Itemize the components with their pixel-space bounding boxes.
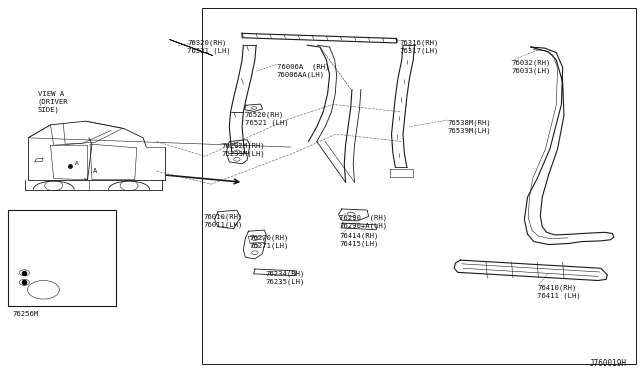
Text: 76538M(RH)
76539M(LH): 76538M(RH) 76539M(LH)	[448, 119, 492, 134]
Text: 76320(RH)
76321 (LH): 76320(RH) 76321 (LH)	[187, 39, 231, 54]
Bar	[202, 8, 636, 364]
Text: A: A	[75, 161, 79, 166]
Bar	[8, 210, 116, 307]
Text: J760019H: J760019H	[589, 359, 627, 368]
Text: 76410(RH)
76411 (LH): 76410(RH) 76411 (LH)	[537, 284, 581, 299]
Text: 76316(RH)
76317(LH): 76316(RH) 76317(LH)	[400, 39, 439, 54]
Text: 76232M(RH)
76233M(LH): 76232M(RH) 76233M(LH)	[221, 142, 265, 157]
Text: 76290  (RH)
76290+A(LH): 76290 (RH) 76290+A(LH)	[339, 215, 387, 230]
Text: 76414(RH)
76415(LH): 76414(RH) 76415(LH)	[339, 232, 378, 247]
Text: 76520(RH)
76521 (LH): 76520(RH) 76521 (LH)	[244, 112, 289, 126]
Text: A: A	[93, 168, 97, 174]
Text: 76234(RH)
76235(LH): 76234(RH) 76235(LH)	[266, 270, 305, 285]
Text: 76032(RH)
76033(LH): 76032(RH) 76033(LH)	[511, 60, 551, 74]
Text: 76256M: 76256M	[12, 311, 38, 317]
Text: 76006A  (RH)
76006AA(LH): 76006A (RH) 76006AA(LH)	[276, 64, 329, 78]
Text: VIEW A
(DRIVER
SIDE): VIEW A (DRIVER SIDE)	[38, 92, 68, 113]
Text: 76010(RH)
76011(LH): 76010(RH) 76011(LH)	[204, 214, 243, 228]
Text: 76270(RH)
76271(LH): 76270(RH) 76271(LH)	[250, 235, 289, 249]
